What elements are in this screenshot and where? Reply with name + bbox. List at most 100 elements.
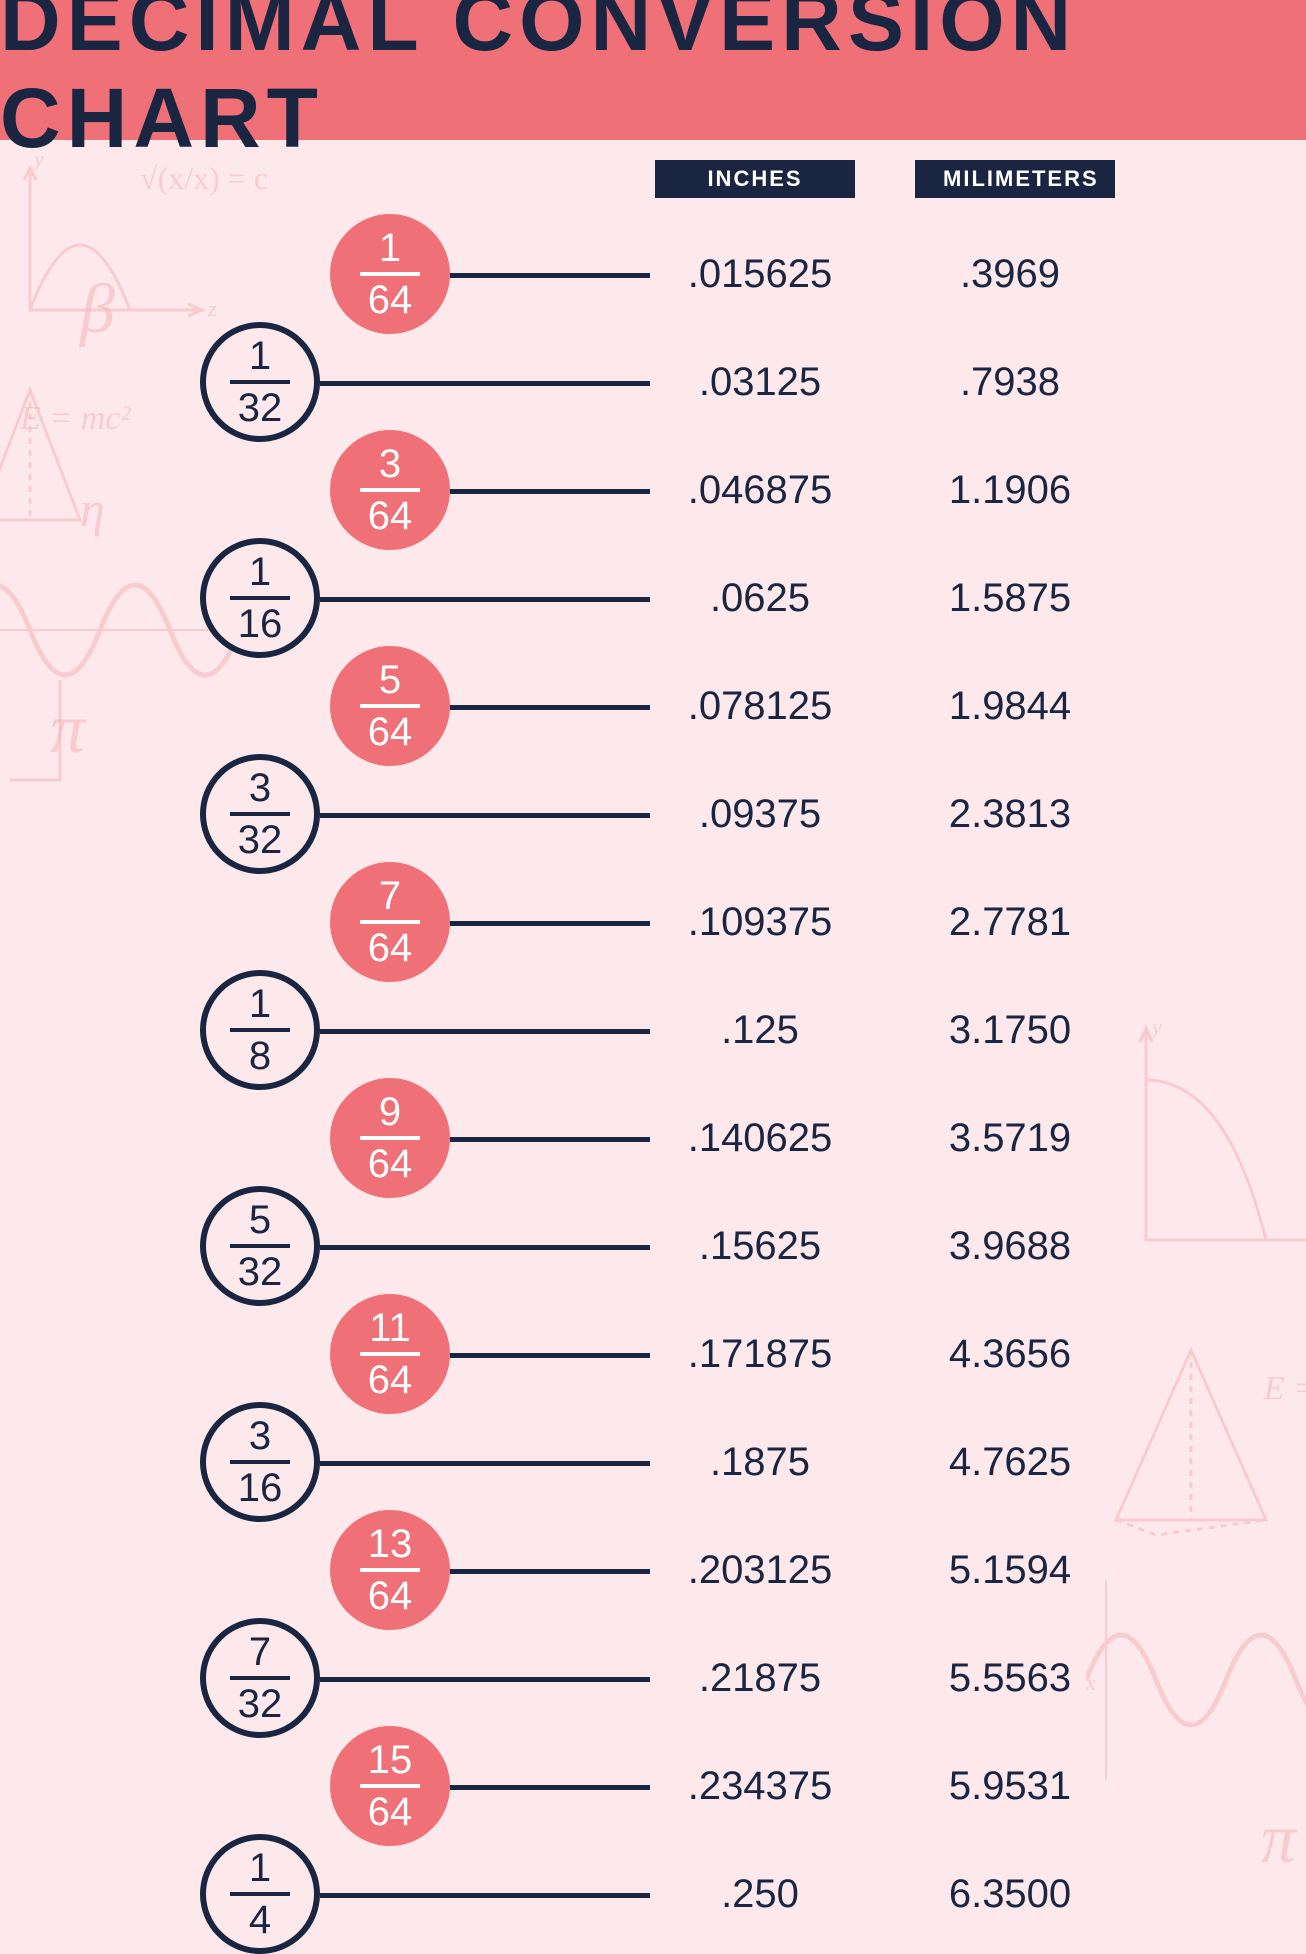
fraction-denominator: 64 xyxy=(368,496,413,536)
connector-line xyxy=(320,813,650,818)
conversion-row: 14.2506.3500 xyxy=(0,1840,1306,1948)
fraction-circle: 116 xyxy=(200,538,320,658)
inches-value: .015625 xyxy=(660,252,860,297)
fraction-line xyxy=(360,1784,420,1788)
fraction-line xyxy=(360,272,420,276)
fraction-numerator: 15 xyxy=(368,1740,413,1780)
conversion-row: 7 64 .109375 2.7781 xyxy=(0,868,1306,976)
conversion-row: 564.0781251.9844 xyxy=(0,652,1306,760)
chart-area: y z √(x/x) = c β E = mc² η π y xyxy=(0,140,1306,1948)
conversion-row: 1564.2343755.9531 xyxy=(0,1732,1306,1840)
inches-value: .109375 xyxy=(660,900,860,945)
inches-value: .125 xyxy=(660,1008,860,1053)
fraction-line xyxy=(230,1892,290,1896)
fraction-denominator: 64 xyxy=(368,1360,413,1400)
conversion-row: 1 64 .015625 .3969 xyxy=(0,220,1306,328)
conversion-row: 9 64 .140625 3.5719 xyxy=(0,1084,1306,1192)
connector-line xyxy=(450,921,650,926)
fraction-numerator: 13 xyxy=(368,1524,413,1564)
fraction-circle: 764 xyxy=(330,862,450,982)
fraction-numerator: 9 xyxy=(379,1092,401,1132)
millimeters-value: 2.7781 xyxy=(910,900,1110,945)
connector-line xyxy=(450,705,650,710)
conversion-row: 132.03125.7938 xyxy=(0,328,1306,436)
fraction-line xyxy=(230,1676,290,1680)
fraction-denominator: 64 xyxy=(368,712,413,752)
millimeters-value: 1.1906 xyxy=(910,468,1110,513)
fraction-line xyxy=(360,1352,420,1356)
fraction-denominator: 32 xyxy=(238,1684,283,1724)
conversion-row: 116.06251.5875 xyxy=(0,544,1306,652)
millimeters-value: .7938 xyxy=(910,360,1110,405)
fraction-circle: 18 xyxy=(200,970,320,1090)
fraction-circle: 1564 xyxy=(330,1726,450,1846)
inches-value: .1875 xyxy=(660,1440,860,1485)
inches-value: .15625 xyxy=(660,1224,860,1269)
fraction-denominator: 16 xyxy=(238,604,283,644)
fraction-line xyxy=(360,1568,420,1572)
column-header-inches: INCHES xyxy=(655,160,855,198)
fraction-denominator: 64 xyxy=(368,1576,413,1616)
fraction-numerator: 7 xyxy=(379,876,401,916)
connector-line xyxy=(450,489,650,494)
millimeters-value: 3.5719 xyxy=(910,1116,1110,1161)
fraction-numerator: 1 xyxy=(249,336,271,376)
inches-value: .234375 xyxy=(660,1764,860,1809)
fraction-circle: 532 xyxy=(200,1186,320,1306)
fraction-denominator: 8 xyxy=(249,1036,271,1076)
connector-line xyxy=(450,1569,650,1574)
fraction-numerator: 1 xyxy=(249,984,271,1024)
fraction-line xyxy=(360,1136,420,1140)
column-header-mm: MILIMETERS xyxy=(915,160,1115,198)
fraction-circle: 1364 xyxy=(330,1510,450,1630)
conversion-row: 532.156253.9688 xyxy=(0,1192,1306,1300)
fraction-numerator: 3 xyxy=(379,444,401,484)
inches-value: .0625 xyxy=(660,576,860,621)
fraction-numerator: 5 xyxy=(249,1200,271,1240)
conversion-rows: 164.015625.3969132.03125.7938364.0468751… xyxy=(0,220,1306,1948)
inches-value: .21875 xyxy=(660,1656,860,1701)
fraction-denominator: 64 xyxy=(368,928,413,968)
inches-value: .140625 xyxy=(660,1116,860,1161)
inches-value: .203125 xyxy=(660,1548,860,1593)
inches-value: .046875 xyxy=(660,468,860,513)
fraction-denominator: 64 xyxy=(368,1144,413,1184)
fraction-numerator: 1 xyxy=(379,228,401,268)
fraction-line xyxy=(230,380,290,384)
connector-line xyxy=(320,381,650,386)
fraction-circle: 364 xyxy=(330,430,450,550)
connector-line xyxy=(320,597,650,602)
inches-value: .078125 xyxy=(660,684,860,729)
doodle-sqrt: √(x/x) = c xyxy=(140,160,268,197)
fraction-line xyxy=(230,1460,290,1464)
column-headers: INCHES MILIMETERS xyxy=(655,160,1115,198)
millimeters-value: 4.3656 xyxy=(910,1332,1110,1377)
millimeters-value: 1.9844 xyxy=(910,684,1110,729)
connector-line xyxy=(450,1353,650,1358)
millimeters-value: 2.3813 xyxy=(910,792,1110,837)
fraction-line xyxy=(360,920,420,924)
fraction-circle: 732 xyxy=(200,1618,320,1738)
fraction-denominator: 64 xyxy=(368,280,413,320)
millimeters-value: 5.9531 xyxy=(910,1764,1110,1809)
conversion-row: 332.093752.3813 xyxy=(0,760,1306,868)
fraction-numerator: 3 xyxy=(249,768,271,808)
millimeters-value: .3969 xyxy=(910,252,1110,297)
fraction-circle: 316 xyxy=(200,1402,320,1522)
header-banner: DECIMAL CONVERSION CHART xyxy=(0,0,1306,140)
connector-line xyxy=(320,1677,650,1682)
connector-line xyxy=(450,1785,650,1790)
inches-value: .09375 xyxy=(660,792,860,837)
connector-line xyxy=(320,1893,650,1898)
svg-text:y: y xyxy=(32,150,44,171)
fraction-circle: 964 xyxy=(330,1078,450,1198)
connector-line xyxy=(320,1461,650,1466)
connector-line xyxy=(450,1137,650,1142)
inches-value: .171875 xyxy=(660,1332,860,1377)
fraction-circle: 332 xyxy=(200,754,320,874)
fraction-line xyxy=(230,596,290,600)
conversion-row: 1164.1718754.3656 xyxy=(0,1300,1306,1408)
millimeters-value: 5.5563 xyxy=(910,1656,1110,1701)
fraction-line xyxy=(230,1028,290,1032)
fraction-circle: 1164 xyxy=(330,1294,450,1414)
